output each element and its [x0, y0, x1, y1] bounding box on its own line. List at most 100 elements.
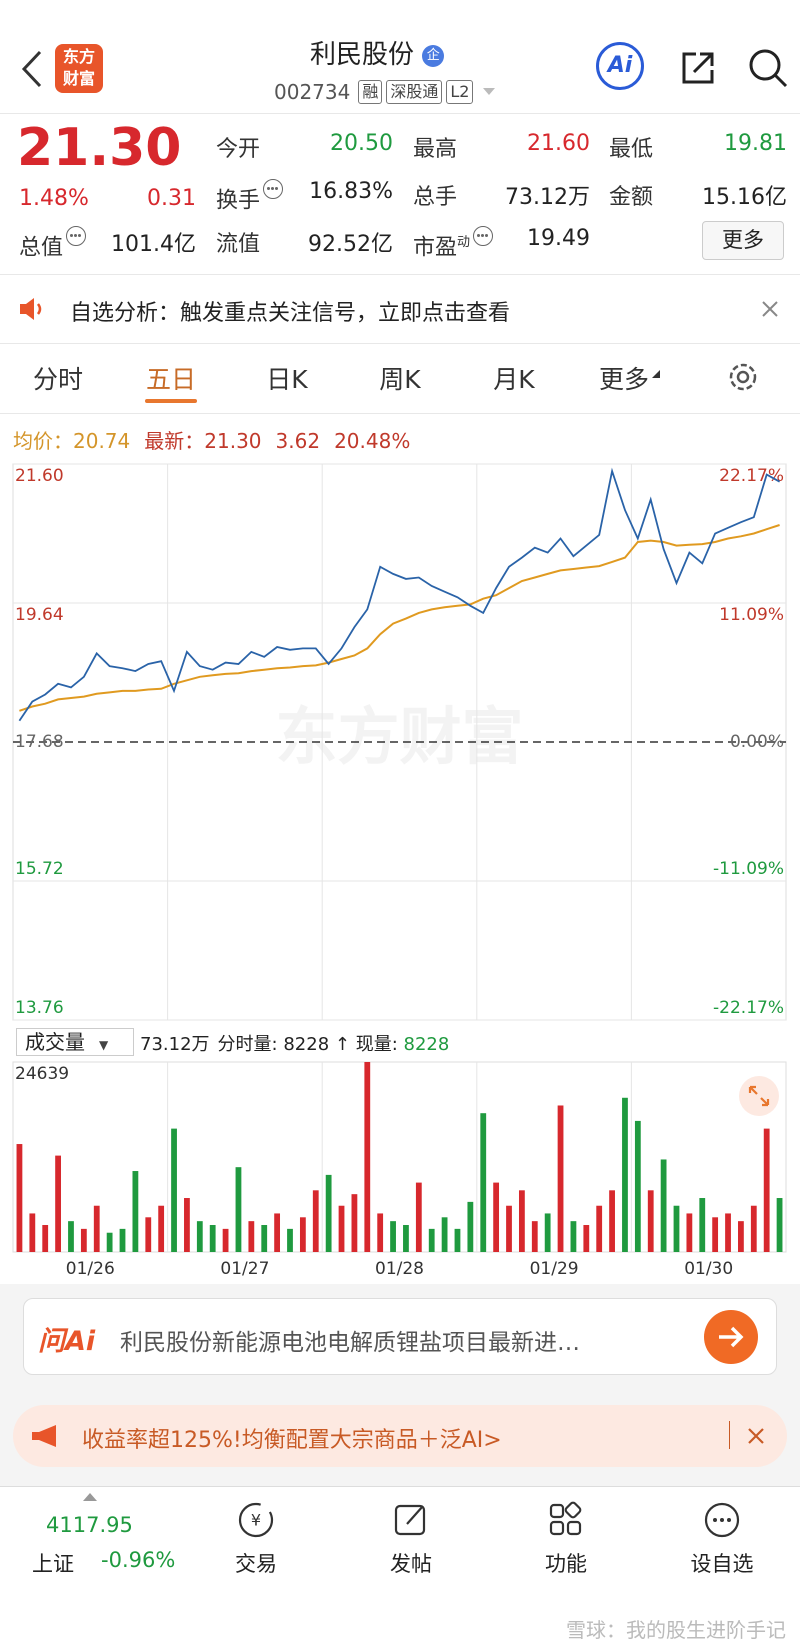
volume-bar	[467, 1201, 474, 1252]
field-label: 金额	[609, 179, 653, 211]
ai-box[interactable]	[23, 1298, 777, 1375]
nav-icon[interactable]	[702, 1500, 742, 1540]
volume-bar	[441, 1217, 448, 1252]
y2-tick-label: -22.17%	[713, 998, 784, 1018]
volume-bar	[750, 1205, 757, 1252]
logo-text: 东方	[62, 47, 95, 66]
back-button[interactable]	[16, 48, 46, 90]
chart-watermark: 东方财富	[275, 700, 523, 773]
field-label-text: 金额	[609, 185, 654, 210]
nav-label[interactable]: 交易	[235, 1552, 277, 1576]
field-value: 15.16亿	[702, 185, 787, 210]
more-button[interactable]: 更多	[702, 221, 784, 260]
field-label-text: 市盈	[413, 235, 458, 261]
index-value[interactable]: 4117.95	[46, 1513, 133, 1537]
volume-selector[interactable]: 成交量 ▼	[16, 1028, 134, 1056]
dropdown[interactable]	[473, 85, 503, 99]
field-label: 最高	[413, 131, 457, 163]
volume-bar	[351, 1194, 358, 1252]
volume-bar	[29, 1213, 36, 1252]
volume-bar	[673, 1205, 680, 1252]
volume-bar	[647, 1190, 654, 1252]
share-button[interactable]	[678, 48, 718, 88]
change-pct-value: 20.48%	[334, 429, 411, 453]
promo-divider	[729, 1421, 730, 1449]
volume-bar	[415, 1182, 422, 1252]
megaphone-icon	[32, 1425, 56, 1447]
volume-bar	[42, 1225, 49, 1252]
tab[interactable]: 分时	[32, 365, 83, 394]
index-name[interactable]: 上证	[32, 1552, 74, 1576]
search-button[interactable]	[746, 46, 790, 90]
field-value: 21.60	[527, 131, 590, 156]
field-label: 总手	[413, 179, 457, 211]
stock-code: 002734	[274, 80, 351, 104]
interval-label: 分时量:	[217, 1034, 278, 1055]
volume-bar	[557, 1105, 564, 1252]
y-tick-label: 15.72	[15, 859, 64, 879]
field-label-text: 最高	[413, 137, 458, 162]
expand-button[interactable]	[738, 1075, 780, 1117]
promo-banner[interactable]	[13, 1405, 787, 1467]
last-price: 21.30	[17, 118, 182, 178]
field-label: 换手	[216, 179, 284, 214]
info-icon	[66, 226, 87, 246]
nav-icon[interactable]	[391, 1500, 431, 1540]
volume-bar	[377, 1213, 384, 1252]
price-info: 均价：20.74 最新：21.30 3.62 20.48%	[13, 425, 410, 454]
nav-label[interactable]: 发帖	[390, 1552, 432, 1576]
y-tick-label: 21.60	[15, 466, 64, 486]
x-tick-label: 01/28	[375, 1259, 424, 1279]
nav-label[interactable]: 设自选	[690, 1552, 754, 1576]
nav-icon[interactable]: ¥	[236, 1500, 276, 1540]
nav-label[interactable]: 功能	[545, 1552, 587, 1576]
volume-bar	[287, 1228, 293, 1252]
index-change[interactable]: -0.96%	[101, 1548, 176, 1572]
field-label-text: 换手	[216, 188, 261, 214]
ai-brand: 问Ai	[38, 1326, 96, 1357]
tab[interactable]: 五日	[145, 365, 196, 394]
volume-bar	[364, 1062, 371, 1252]
volume-bar	[80, 1228, 87, 1252]
close-notice[interactable]	[760, 299, 780, 319]
tab[interactable]: 周K	[379, 365, 421, 394]
nav-icon[interactable]	[546, 1500, 586, 1540]
settings-button[interactable]	[726, 360, 760, 394]
code-row: 002734 融深股通 L2	[274, 80, 503, 104]
volume-bar	[686, 1213, 693, 1252]
divider	[0, 113, 800, 114]
volume-bar	[16, 1144, 23, 1252]
volume-bar	[622, 1097, 628, 1252]
x-tick-label: 01/30	[684, 1259, 733, 1279]
price-line	[18, 467, 781, 722]
avg-label: 均价：	[13, 429, 73, 453]
volume-bar	[583, 1225, 590, 1252]
field-label-text: 流值	[216, 232, 261, 257]
y2-tick-label: 22.17%	[719, 466, 784, 486]
latest-value: 21.30	[204, 429, 262, 453]
avg-value: 20.74	[73, 429, 131, 453]
divider	[0, 343, 800, 344]
ai-button[interactable]: Ai	[596, 42, 644, 90]
volume-bar	[634, 1120, 641, 1252]
volume-bar	[776, 1198, 783, 1252]
divider	[0, 413, 800, 414]
tab-underline	[145, 399, 197, 403]
arrow: ↑	[334, 1034, 350, 1055]
volume-bar	[312, 1190, 319, 1252]
tab[interactable]: 更多	[598, 365, 649, 394]
app-logo: 东方 财富	[55, 44, 103, 93]
tab[interactable]: 月K	[493, 365, 535, 394]
field-value: 92.52亿	[308, 232, 393, 257]
volume-bar	[725, 1213, 731, 1252]
field-label: 总值	[19, 226, 87, 261]
stock-name: 利民股份 企	[310, 34, 445, 71]
volume-bar	[609, 1190, 615, 1252]
close-promo[interactable]	[746, 1426, 766, 1446]
promo-text: 收益率超125%!均衡配置大宗商品＋泛AI>	[82, 1428, 502, 1453]
x-tick-label: 01/29	[530, 1259, 579, 1279]
volume-bar	[454, 1228, 461, 1252]
ai-go-button[interactable]	[704, 1310, 758, 1364]
tab[interactable]: 日K	[266, 365, 308, 394]
field-value: 20.50	[330, 131, 393, 156]
